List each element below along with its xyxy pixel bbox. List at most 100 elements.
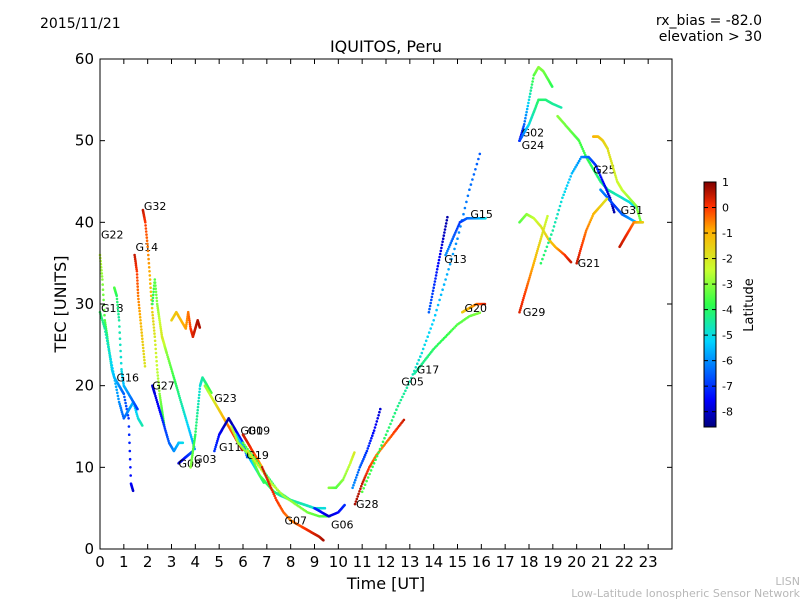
data-point [195,418,199,421]
data-point [166,437,170,441]
data-point [158,389,161,393]
data-point [143,358,146,362]
colorbar-tick-label: -7 [722,380,733,393]
data-point [155,293,158,297]
data-point [462,212,465,216]
data-point [612,210,616,214]
y-tick-label: 50 [75,132,94,150]
data-point [636,210,640,214]
data-point [454,231,457,234]
series-G21: G21 [575,197,609,270]
data-point [135,270,139,273]
data-point [197,399,200,403]
data-point [198,387,202,391]
data-point [529,89,533,92]
series-G19: G19 [229,425,315,510]
data-point [159,327,163,330]
data-point [524,113,528,117]
y-tick-label: 40 [75,213,94,231]
series-G20: G20 [461,302,487,315]
data-point [609,159,613,163]
data-point [469,183,473,186]
data-point [584,231,587,234]
data-point [352,483,355,487]
data-point [371,465,374,469]
data-point [390,419,394,422]
data-point [116,391,119,395]
data-point [587,223,591,226]
data-point [576,259,579,263]
data-point [136,291,140,295]
data-point [611,165,615,169]
data-point [121,374,124,377]
data-point [182,410,186,414]
data-point [363,455,366,459]
data-point [444,278,447,281]
data-point [122,382,125,385]
x-tick-label: 11 [353,553,372,571]
data-point [152,320,155,323]
data-point [189,462,193,465]
data-point [441,288,444,292]
data-point [158,392,161,396]
data-point [152,287,156,291]
satellite-label: G23 [214,392,237,405]
data-point [637,212,640,216]
data-point [478,152,482,156]
data-point [559,200,563,204]
data-point [377,451,380,454]
series-G13: G13 [427,215,467,314]
data-point [260,466,264,469]
y-tick-label: 60 [75,50,94,68]
plot-area: G22G18G16G14G32G27G08G03G23G11G01G09G19G… [98,65,645,542]
data-point [595,165,598,169]
data-point [107,345,110,349]
series-g_red_end [618,221,645,249]
data-point [471,178,474,181]
data-point [456,237,459,240]
data-point [543,225,546,228]
data-point [367,468,370,471]
data-point [375,454,379,458]
data-point [402,392,406,396]
data-point [142,349,145,353]
data-point [158,410,162,414]
x-axis-label: Time [UT] [346,574,425,593]
data-point [427,310,431,314]
satellite-label: G06 [331,519,354,532]
data-point [343,474,347,477]
data-point [149,294,153,298]
data-point [145,239,149,242]
data-point [191,451,194,455]
data-point [104,323,107,326]
data-point [179,400,183,404]
data-point [176,388,179,392]
data-point [438,255,441,259]
data-point [360,482,364,486]
satellite-label: G09 [248,425,271,438]
data-point [137,303,141,307]
data-point [188,323,192,326]
data-point [134,261,138,265]
data-point [105,339,109,343]
data-point [539,237,543,240]
data-point [383,436,386,440]
data-point [153,339,157,343]
data-point [588,221,592,224]
data-point [586,225,590,228]
data-point [598,172,601,175]
data-point [248,451,251,455]
colorbar-tick-label: -5 [722,329,733,342]
data-point [151,310,154,314]
data-point [250,455,254,459]
data-point [149,290,153,294]
data-point [475,162,479,166]
data-point [416,362,419,366]
data-point [575,261,578,265]
data-point [116,300,119,304]
data-point [392,415,395,419]
series-G22: G22 [98,229,135,493]
data-point [580,145,583,149]
data-point [597,170,600,173]
